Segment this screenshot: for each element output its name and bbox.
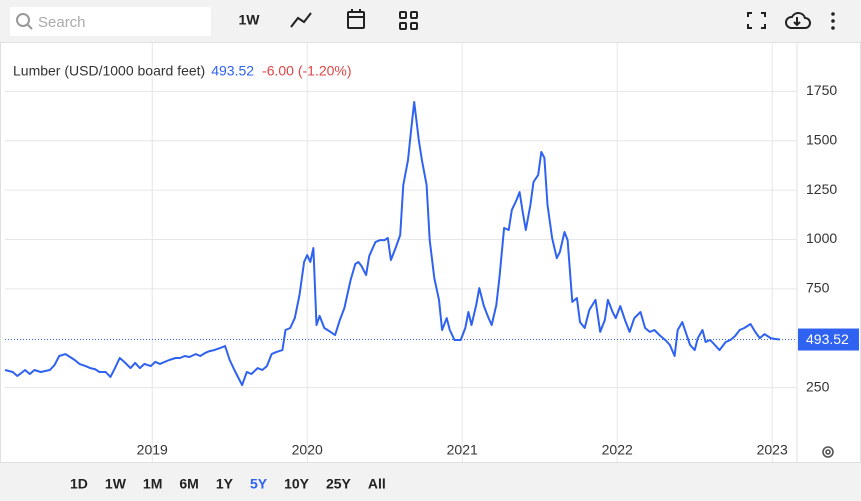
last-value-box bbox=[798, 328, 859, 351]
range-button[interactable]: 10Y bbox=[284, 476, 310, 492]
x-tick-label: 2023 bbox=[757, 442, 788, 458]
range-button[interactable]: 25Y bbox=[326, 476, 352, 492]
y-tick-label: 1000 bbox=[806, 230, 837, 246]
menu-icon[interactable] bbox=[831, 12, 835, 30]
x-tick-label: 2022 bbox=[602, 442, 633, 458]
range-button[interactable]: 1W bbox=[105, 476, 127, 492]
y-tick-label: 250 bbox=[806, 378, 830, 394]
range-button[interactable]: 1M bbox=[143, 476, 162, 492]
search-icon bbox=[16, 13, 33, 30]
grid bbox=[5, 42, 797, 462]
series bbox=[4, 101, 797, 387]
range-button[interactable]: 1D bbox=[70, 476, 88, 492]
x-tick-label: 2021 bbox=[447, 442, 478, 458]
fullscreen-icon[interactable] bbox=[747, 12, 766, 29]
range-bar bbox=[0, 463, 861, 501]
search-placeholder[interactable]: Search bbox=[38, 14, 86, 31]
indicators-icon[interactable] bbox=[399, 11, 418, 30]
x-tick-label: 2019 bbox=[137, 442, 168, 458]
y-tick-label: 1750 bbox=[806, 82, 837, 98]
settings-icon[interactable] bbox=[822, 446, 834, 458]
range-button[interactable]: All bbox=[368, 476, 386, 492]
download-icon[interactable] bbox=[785, 12, 811, 29]
last-value-label: 493.52 bbox=[806, 331, 849, 347]
chart-title: Lumber (USD/1000 board feet) bbox=[13, 63, 205, 79]
y-tick-label: 750 bbox=[806, 280, 830, 296]
y-tick-label: 1500 bbox=[806, 131, 837, 147]
calendar-icon[interactable] bbox=[347, 9, 365, 29]
header-change: -6.00 (-1.20%) bbox=[262, 63, 351, 79]
y-tick-label: 1250 bbox=[806, 181, 837, 197]
range-buttons: 1D 1W 1M 6M 1Y 5Y 10Y 25Y All bbox=[70, 476, 386, 492]
range-button[interactable]: 1Y bbox=[216, 476, 234, 492]
interval-button[interactable]: 1W bbox=[239, 12, 261, 28]
search-box[interactable] bbox=[10, 7, 211, 36]
range-button[interactable]: 5Y bbox=[250, 476, 268, 492]
chart-type-icon[interactable] bbox=[290, 12, 312, 28]
x-tick-label: 2020 bbox=[292, 442, 323, 458]
range-button[interactable]: 6M bbox=[179, 476, 198, 492]
price-line bbox=[4, 101, 781, 387]
header-value: 493.52 bbox=[211, 63, 254, 79]
